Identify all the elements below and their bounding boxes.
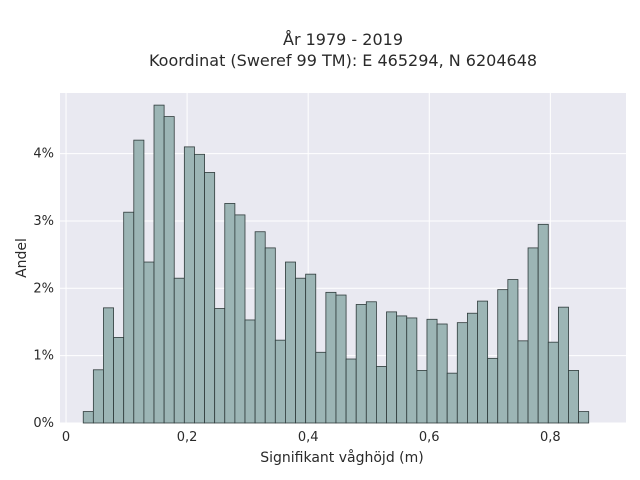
histogram-bar [163, 116, 175, 424]
histogram-bar [507, 279, 519, 424]
histogram-bar [517, 340, 529, 424]
histogram-bar [436, 323, 448, 424]
histogram-bar [123, 211, 135, 424]
x-tick-labels: 0 0,2 0,4 0,6 0,8 [62, 430, 561, 445]
y-tick-label: 0% [33, 416, 54, 431]
histogram-bar [426, 318, 438, 424]
histogram-bar [497, 289, 509, 424]
histogram-bar [244, 319, 256, 424]
y-tick-label: 1% [33, 349, 54, 364]
histogram-bar [204, 172, 216, 424]
y-tick-labels: 0% 1% 2% 3% 4% [33, 147, 54, 431]
histogram-bar [547, 341, 559, 424]
histogram-bar [477, 300, 489, 424]
histogram-bar [568, 370, 580, 424]
histogram-bar [295, 277, 307, 424]
histogram-bar [537, 223, 549, 424]
chart-title-line-2: Koordinat (Sweref 99 TM): E 465294, N 62… [149, 51, 537, 70]
histogram-bar [396, 315, 408, 424]
histogram-bar [173, 277, 185, 424]
histogram-bar [305, 273, 317, 424]
histogram-bar [456, 322, 468, 424]
histogram-bar [183, 146, 195, 424]
x-axis-label: Signifikant våghöjd (m) [260, 449, 423, 466]
histogram-bar [466, 312, 478, 424]
histogram-bar [345, 358, 357, 424]
y-tick-label: 3% [33, 214, 54, 229]
histogram-bar [386, 311, 398, 424]
histogram-bar [133, 139, 145, 424]
x-tick-label: 0,2 [177, 430, 198, 445]
y-tick-label: 2% [33, 281, 54, 296]
histogram-bar [365, 301, 377, 424]
histogram-bar [487, 357, 499, 424]
histogram-bar [82, 411, 94, 424]
x-tick-label: 0,8 [540, 430, 561, 445]
histogram-bar [92, 369, 104, 424]
y-axis-label: Andel [14, 238, 30, 278]
histogram-bar [406, 317, 418, 424]
histogram-bar [224, 203, 236, 424]
histogram-bar [214, 308, 226, 424]
histogram-bar [355, 304, 367, 424]
histogram-bar [416, 370, 428, 424]
histogram-bar [254, 231, 266, 424]
histogram-bar [274, 339, 286, 424]
chart-title-line-1: År 1979 - 2019 [283, 30, 403, 49]
histogram-bar [325, 291, 337, 424]
histogram-bar [234, 214, 246, 424]
histogram-bar [143, 261, 155, 424]
histogram-bar [376, 366, 387, 424]
histogram-bar [103, 307, 114, 424]
y-tick-label: 4% [33, 147, 54, 162]
histogram-bar [446, 372, 458, 424]
histogram-bar [113, 337, 125, 424]
bars [82, 104, 590, 424]
histogram-bar [315, 351, 327, 424]
histogram-bar [264, 247, 276, 424]
histogram-bar [578, 411, 590, 424]
histogram-bar [153, 104, 165, 424]
histogram-bar [335, 294, 347, 424]
x-tick-label: 0,6 [419, 430, 440, 445]
histogram-bar [285, 261, 296, 424]
histogram-bar [557, 306, 569, 424]
x-tick-label: 0 [62, 430, 70, 445]
histogram-bar [194, 153, 205, 424]
histogram-bar [527, 247, 539, 424]
x-tick-label: 0,4 [298, 430, 319, 445]
